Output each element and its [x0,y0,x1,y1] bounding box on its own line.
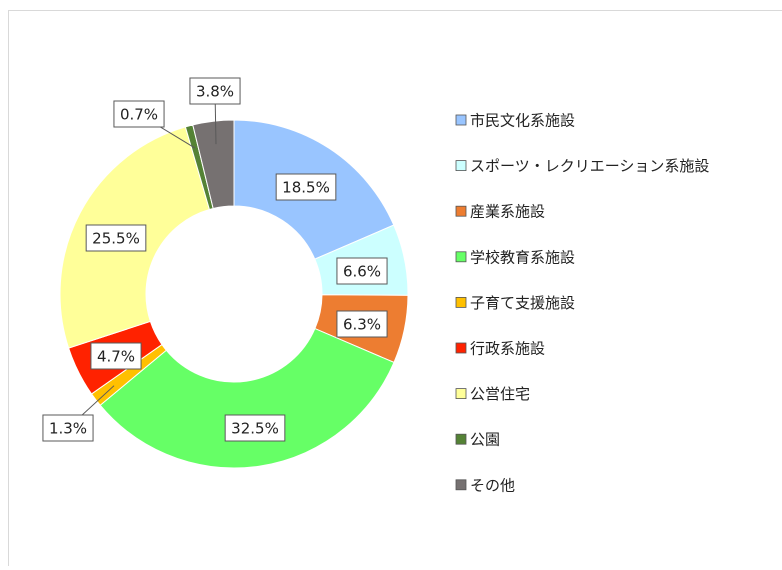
legend-swatch [456,161,466,171]
data-label: 25.5% [92,230,140,248]
data-label: 3.8% [196,83,234,101]
legend-label: 子育て支援施設 [470,294,575,312]
legend-swatch [456,389,466,399]
legend-label: 行政系施設 [470,340,545,358]
legend-label: 公営住宅 [470,385,530,403]
legend-swatch [456,434,466,444]
legend-label: 学校教育系施設 [470,248,575,266]
legend-swatch [456,297,466,307]
legend-label: 公園 [470,431,500,449]
data-label: 32.5% [231,420,279,438]
data-label: 6.6% [343,263,381,281]
legend-label: 産業系施設 [470,203,545,221]
data-label: 6.3% [343,316,381,334]
legend-swatch [456,343,466,353]
data-label: 1.3% [49,420,87,438]
legend-swatch [456,115,466,125]
data-label: 0.7% [120,106,158,124]
data-label: 18.5% [282,179,330,197]
legend-swatch [456,206,466,216]
legend-label: その他 [470,476,515,494]
data-label: 4.7% [97,348,135,366]
legend-label: スポーツ・レクリエーション系施設 [470,157,709,175]
legend-label: 市民文化系施設 [470,112,575,130]
legend-swatch [456,480,466,490]
legend-swatch [456,252,466,262]
